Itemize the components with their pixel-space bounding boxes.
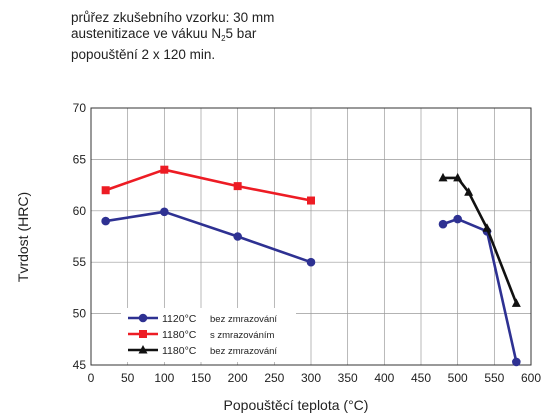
series-1-point <box>453 214 462 224</box>
sample-section-text: průřez zkušebního vzorku: 30 mm <box>71 10 275 25</box>
series-2-point <box>233 182 242 191</box>
y-tick-label: 55 <box>73 255 87 269</box>
x-tick-labels: 0 50 100 150 200 250 300 350 400 450 500 550 600 <box>88 371 542 385</box>
series-1-point <box>233 232 242 241</box>
series-1-point <box>306 257 316 267</box>
x-tick-label: 550 <box>484 371 504 385</box>
x-tick-label: 450 <box>411 371 431 385</box>
series-2-point <box>307 196 315 205</box>
plot-frame <box>90 107 532 366</box>
series-3-point <box>453 172 463 182</box>
y-tick-labels: 45 50 55 60 65 70 <box>73 101 87 372</box>
legend-note-1: bez zmrazování <box>210 314 277 325</box>
series-3 <box>438 172 521 307</box>
x-tick-label: 350 <box>338 371 358 385</box>
x-tick-label: 200 <box>228 371 248 385</box>
series-2-line <box>105 168 312 202</box>
y-tick-label: 65 <box>73 152 87 166</box>
series-3-point <box>482 223 492 232</box>
series-3-point <box>464 187 474 196</box>
series-1-line <box>442 217 518 363</box>
series-2-point <box>101 186 110 195</box>
legend-marker-3 <box>138 345 148 354</box>
series-3-point <box>438 172 448 182</box>
nitrogen-subscript: 2 <box>221 34 226 43</box>
series-2-point <box>160 165 169 174</box>
legend-note-3: bez zmrazování <box>210 346 277 357</box>
series-1-point <box>512 357 521 367</box>
series-1-point <box>101 216 110 226</box>
series-3-line <box>443 176 518 304</box>
x-tick-label: 250 <box>264 371 284 385</box>
austenitization-text-main: austenitizace ve vákuu N <box>71 26 222 41</box>
x-tick-label: 600 <box>521 371 541 385</box>
x-tick-label: 100 <box>154 371 174 385</box>
y-tick-label: 45 <box>73 358 87 372</box>
x-axis-title: Popouštěcí teplota (°C) <box>224 397 369 413</box>
x-tick-label: 300 <box>301 371 321 385</box>
legend-note-2: s zmrazováním <box>210 330 274 341</box>
test-conditions-note: průřez zkušebního vzorku: 30 mm austenit… <box>71 10 274 63</box>
y-tick-label: 50 <box>73 307 87 321</box>
y-tick-label: 70 <box>73 101 87 115</box>
austenitization-text: austenitizace ve vákuu N25 bar <box>71 26 274 47</box>
series-1 <box>101 207 521 367</box>
legend-marker-1 <box>138 313 148 323</box>
legend-label-2: 1180°C <box>162 329 197 341</box>
x-tick-label: 50 <box>121 371 135 385</box>
x-tick-label: 400 <box>374 371 394 385</box>
x-tick-label: 150 <box>191 371 211 385</box>
x-tick-label: 0 <box>88 371 95 385</box>
legend-marker-2 <box>139 330 147 338</box>
series-1-line <box>105 210 312 264</box>
series-3-point <box>511 298 521 307</box>
series-group <box>101 165 521 367</box>
legend-label-3: 1180°C <box>162 345 197 357</box>
series-2 <box>101 165 315 205</box>
legend-label-1: 1120°C <box>162 313 197 325</box>
x-tick-label: 500 <box>448 371 468 385</box>
legend: 1120°C bez zmrazování 1180°C s zmrazováním 1… <box>121 308 296 362</box>
series-1-point <box>438 219 448 229</box>
tempering-text: popouštění 2 x 120 min. <box>71 47 216 62</box>
austenitization-pressure: 5 bar <box>225 26 257 41</box>
y-tick-label: 60 <box>73 204 87 218</box>
series-1-point <box>160 207 169 217</box>
y-axis-title: Tvrdost (HRC) <box>15 192 31 282</box>
